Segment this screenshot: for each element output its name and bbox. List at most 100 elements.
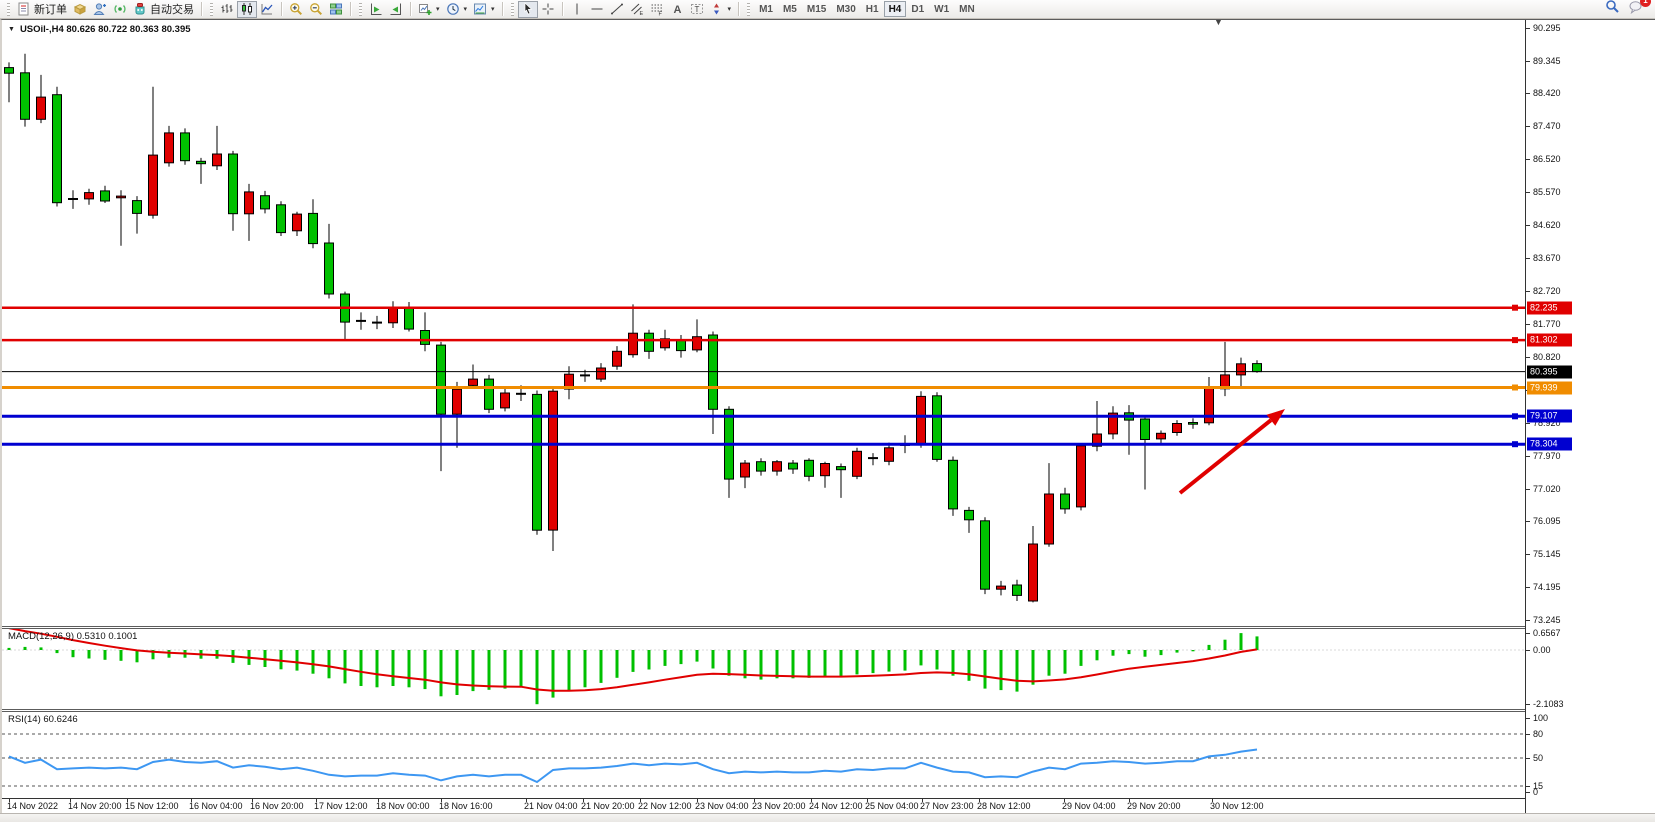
price-pane[interactable]: ▼ USOil-,H4 80.626 80.722 80.363 80.395 … [2, 20, 1655, 626]
arrows-button[interactable]: ▾ [707, 1, 735, 18]
toolbar-grip[interactable] [747, 2, 751, 16]
chart-cube-button[interactable] [70, 1, 90, 18]
time-tick [697, 799, 698, 802]
hline-button[interactable] [587, 1, 607, 18]
macd-bar [407, 650, 411, 688]
timeframe-mn-button[interactable]: MN [954, 1, 980, 17]
macd-pane[interactable]: MACD(12,26,9) 0.5310 0.1001 [2, 629, 1655, 709]
macd-bar [775, 650, 779, 679]
trend-arrow-head[interactable] [1266, 409, 1285, 426]
candle-bull [1236, 363, 1246, 376]
timeframe-h1-button[interactable]: H1 [861, 1, 884, 17]
label-button[interactable]: T [687, 1, 707, 18]
time-label: 16 Nov 20:00 [250, 801, 304, 811]
rsi-pane[interactable]: RSI(14) 60.6246 [2, 712, 1655, 798]
price-axis[interactable]: 90.295 89.345 88.420 87.470 86.520 85.570 84.6… [1525, 20, 1655, 813]
candle-bear [964, 509, 974, 521]
vline-button[interactable] [567, 1, 587, 18]
candle-bull [868, 457, 878, 460]
time-axis[interactable]: 14 Nov 2022 14 Nov 20:00 15 Nov 12:00 16 No… [2, 798, 1655, 813]
chart-window[interactable]: ▼ USOil-,H4 80.626 80.722 80.363 80.395 … [0, 19, 1655, 813]
price-tick-label: 74.195 [1533, 581, 1561, 592]
hline-anchor[interactable] [1512, 441, 1518, 448]
fibonacci-button[interactable]: F [647, 1, 667, 18]
text-button[interactable]: A [667, 1, 687, 18]
price-tag-79.107[interactable]: 79.107 [1527, 409, 1572, 423]
zoom-in-button[interactable] [286, 1, 306, 18]
candle-bear [436, 344, 446, 415]
hline-anchor[interactable] [1512, 413, 1518, 420]
timeframe-m15-button[interactable]: M15 [802, 1, 831, 17]
profile-button[interactable] [90, 1, 110, 18]
macd-bar [71, 650, 75, 658]
macd-bar [823, 650, 827, 677]
cursor-icon [521, 2, 535, 16]
timeframe-h4-button[interactable]: H4 [883, 1, 907, 17]
indicator-window-alt-button[interactable] [386, 1, 406, 18]
price-tag-81.302[interactable]: 81.302 [1527, 333, 1572, 347]
candle-bull [996, 585, 1006, 590]
templates-button[interactable]: ▾ [470, 1, 498, 18]
price-tick [1526, 356, 1530, 358]
new-order-button[interactable]: 新订单 [14, 1, 70, 18]
indicator-window-button[interactable] [366, 1, 386, 18]
price-tick [1526, 553, 1530, 555]
hline-anchor[interactable] [1512, 304, 1518, 311]
notifications-button[interactable]: 1 [1628, 0, 1651, 19]
tile-windows-button[interactable] [326, 1, 346, 18]
macd-bar [535, 650, 539, 705]
svg-text:T: T [694, 5, 699, 14]
price-tag-80.395[interactable]: 80.395 [1527, 365, 1572, 379]
toolbar-grip[interactable] [210, 2, 213, 16]
zoom-out-button[interactable] [306, 1, 326, 18]
crosshair-button[interactable] [538, 1, 558, 18]
timeframe-m1-button[interactable]: M1 [754, 1, 778, 17]
timeframe-w1-button[interactable]: W1 [929, 1, 954, 17]
time-tick [316, 799, 317, 802]
hline-anchor[interactable] [1512, 384, 1518, 391]
price-tag-78.304[interactable]: 78.304 [1527, 437, 1572, 451]
pane-separator[interactable] [2, 709, 1655, 712]
auto-trading-button[interactable]: 自动交易 [130, 1, 197, 18]
macd-bar [87, 650, 91, 659]
trend-arrow[interactable] [1178, 418, 1273, 495]
price-tick-label: 82.720 [1533, 285, 1561, 296]
time-label: 29 Nov 04:00 [1062, 801, 1116, 811]
cursor-button[interactable] [517, 0, 538, 18]
macd-bar [663, 650, 667, 666]
time-label: 27 Nov 23:00 [920, 801, 974, 811]
timeframe-d1-button[interactable]: D1 [906, 1, 929, 17]
candlestick-button[interactable] [237, 0, 257, 18]
zoom-in-icon [289, 2, 303, 16]
line-chart-button[interactable] [257, 1, 277, 18]
pane-separator[interactable] [2, 626, 1655, 629]
macd-bar [39, 647, 43, 650]
macd-bar [1047, 650, 1051, 676]
chart-menu-icon[interactable]: ▼ [8, 26, 15, 33]
macd-bar [743, 650, 747, 679]
timeframe-m5-button[interactable]: M5 [778, 1, 802, 17]
add-indicator-button[interactable]: ▾ [415, 1, 443, 18]
periods-button[interactable]: ▾ [443, 1, 471, 18]
trendline-button[interactable] [607, 1, 627, 18]
price-tag-82.235[interactable]: 82.235 [1527, 301, 1572, 315]
symbol-title[interactable]: ▼ USOil-,H4 80.626 80.722 80.363 80.395 [8, 24, 191, 35]
symbol-ohlc-text: USOil-,H4 80.626 80.722 80.363 80.395 [19, 24, 191, 35]
toolbar-separator [350, 2, 351, 16]
toolbar-grip[interactable] [7, 2, 10, 16]
timeframe-m30-button[interactable]: M30 [831, 1, 860, 17]
price-tag-79.939[interactable]: 79.939 [1527, 381, 1572, 394]
bar-chart-button[interactable] [217, 1, 237, 18]
hline-anchor[interactable] [1512, 337, 1518, 344]
search-button[interactable] [1605, 0, 1620, 19]
signals-button[interactable] [110, 1, 130, 18]
price-tick [1526, 718, 1530, 719]
chart-shift-marker[interactable]: ▼ [1214, 20, 1223, 27]
toolbar-grip[interactable] [510, 2, 514, 16]
chevron-down-icon: ▾ [491, 6, 495, 13]
toolbar-grip[interactable] [359, 2, 362, 16]
candle-bear [308, 212, 318, 245]
candle-bear [1140, 418, 1150, 440]
channel-button[interactable]: E [627, 1, 647, 18]
